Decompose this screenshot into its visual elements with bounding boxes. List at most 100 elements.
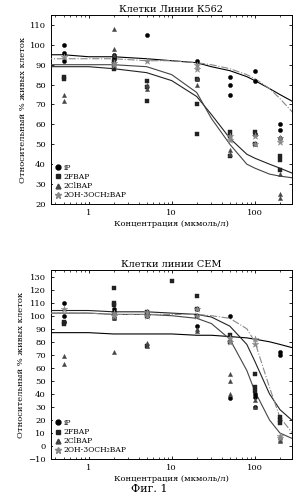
Point (277, 156, 282, 164)
Legend: iP, 2FBAP, 2ClBAP, 2OH-3OCH₂BAP: iP, 2FBAP, 2ClBAP, 2OH-3OCH₂BAP (53, 162, 129, 202)
Point (194, 75, 199, 83)
Point (227, 331, 232, 339)
Point (252, 370, 257, 378)
Point (111, 314, 116, 322)
Point (194, 100, 199, 108)
Point (111, 61, 116, 69)
Point (252, 67, 257, 75)
Point (111, 299, 116, 307)
Point (111, 312, 116, 320)
Point (144, 85, 149, 93)
Point (144, 31, 149, 39)
Point (277, 348, 282, 356)
Point (111, 61, 116, 69)
Point (111, 51, 116, 59)
Point (144, 342, 149, 350)
Point (111, 65, 116, 73)
Point (194, 81, 199, 89)
Point (227, 390, 232, 398)
Point (61, 319, 66, 327)
Point (227, 128, 232, 136)
Point (227, 136, 232, 144)
Point (194, 305, 199, 313)
Point (277, 152, 282, 160)
Point (277, 433, 282, 441)
Point (194, 322, 199, 330)
Point (277, 126, 282, 134)
Point (252, 140, 257, 148)
Title: Клетки линии СЕМ: Клетки линии СЕМ (121, 260, 222, 269)
Point (277, 190, 282, 198)
Point (194, 325, 199, 333)
Point (277, 120, 282, 128)
Point (111, 57, 116, 65)
Point (252, 390, 257, 398)
Point (194, 312, 199, 320)
Point (144, 308, 149, 316)
Point (144, 81, 149, 89)
Point (144, 83, 149, 91)
Point (277, 434, 282, 442)
Point (111, 53, 116, 61)
Point (252, 340, 257, 348)
Point (194, 327, 199, 335)
X-axis label: Концентрация (мкмоль/л): Концентрация (мкмоль/л) (114, 475, 229, 483)
Point (144, 312, 149, 320)
Point (61, 49, 66, 57)
Point (252, 128, 257, 136)
Point (111, 51, 116, 59)
Point (277, 138, 282, 146)
Point (61, 73, 66, 81)
Text: Фиг. 1: Фиг. 1 (131, 484, 167, 494)
Point (144, 77, 149, 85)
Point (111, 348, 116, 356)
Point (111, 25, 116, 33)
Point (277, 436, 282, 444)
Point (61, 41, 66, 49)
Point (227, 152, 232, 160)
Point (144, 308, 149, 316)
Point (194, 292, 199, 300)
Point (61, 305, 66, 313)
Point (227, 334, 232, 342)
X-axis label: Концентрация (мкмоль/л): Концентрация (мкмоль/л) (114, 220, 229, 228)
Point (277, 419, 282, 427)
Point (111, 301, 116, 309)
Point (61, 96, 66, 104)
Point (194, 305, 199, 313)
Point (111, 55, 116, 63)
Point (227, 81, 232, 89)
Point (227, 312, 232, 320)
Point (252, 130, 257, 138)
Point (252, 383, 257, 391)
Point (194, 305, 199, 313)
Point (144, 96, 149, 104)
Point (61, 312, 66, 320)
Point (252, 130, 257, 138)
Point (277, 134, 282, 142)
Point (61, 299, 66, 307)
Point (227, 377, 232, 385)
Point (227, 90, 232, 98)
Point (277, 432, 282, 440)
Point (194, 75, 199, 83)
Point (194, 312, 199, 320)
Point (227, 370, 232, 378)
Point (144, 339, 149, 347)
Point (277, 194, 282, 202)
Point (227, 150, 232, 158)
Point (144, 312, 149, 320)
Point (227, 132, 232, 140)
Point (252, 403, 257, 411)
Point (111, 45, 116, 53)
Point (252, 140, 257, 148)
Point (252, 132, 257, 140)
Point (61, 75, 66, 83)
Point (252, 335, 257, 343)
Point (144, 308, 149, 316)
Point (277, 413, 282, 421)
Point (61, 90, 66, 98)
Point (194, 75, 199, 83)
Point (111, 59, 116, 67)
Point (252, 140, 257, 148)
